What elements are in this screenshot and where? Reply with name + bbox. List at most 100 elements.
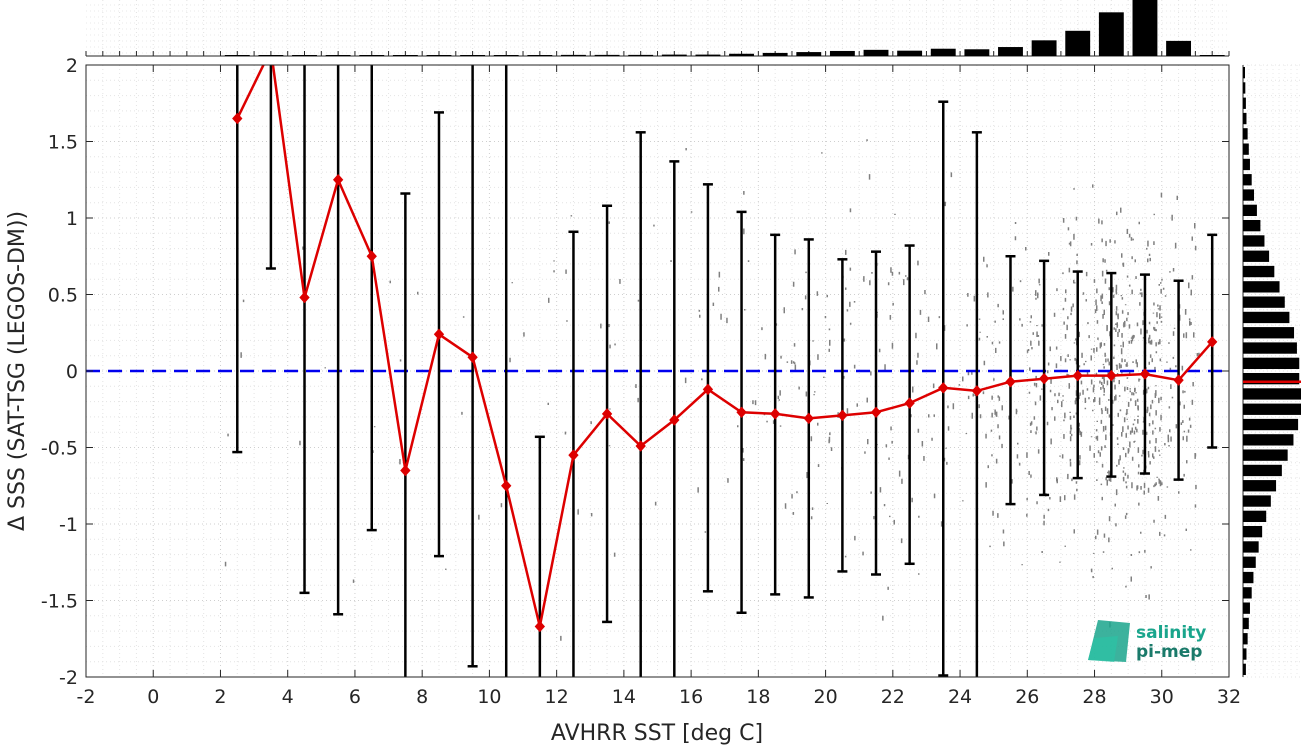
mean-marker (669, 414, 680, 426)
top-histogram-bar (1031, 40, 1057, 56)
mean-marker (938, 382, 949, 394)
top-histogram-bar (359, 55, 385, 56)
right-histogram-bar (1243, 97, 1246, 109)
right-histogram-bar (1243, 250, 1270, 262)
top-histogram-bar (661, 54, 687, 56)
mean-marker (1072, 369, 1083, 382)
mean-marker (837, 409, 848, 422)
right-histogram-bar (1243, 219, 1261, 232)
top-histogram-bar (964, 49, 990, 56)
top-histogram-bar (628, 54, 654, 56)
right-histogram-bar (1243, 633, 1248, 645)
x-axis-label: AVHRR SST [deg C] (551, 721, 763, 746)
top-histogram-bar (426, 55, 452, 56)
x-tick-label: 18 (746, 686, 770, 708)
x-tick-label: 10 (477, 686, 501, 708)
y-tick-label: -0.5 (41, 438, 78, 460)
top-histogram-bar (493, 55, 519, 56)
x-tick-label: -2 (77, 686, 96, 708)
top-histogram-bar (897, 50, 923, 56)
right-histogram-bar (1243, 602, 1250, 614)
top-histogram (85, 0, 1230, 57)
x-tick-label: 22 (881, 686, 905, 708)
top-histogram-bar (258, 55, 284, 56)
right-histogram-bar (1243, 648, 1247, 660)
mean-marker (501, 480, 512, 492)
right-histogram-bar (1243, 174, 1252, 186)
y-tick-label: -2 (59, 667, 78, 689)
right-histogram-bar (1243, 311, 1290, 324)
y-tick-label: 2 (66, 55, 78, 77)
x-tick-label: 14 (612, 686, 636, 708)
mean-marker (635, 440, 646, 452)
y-tick-label: 0 (66, 361, 78, 383)
top-histogram-bar (729, 53, 754, 56)
salinity-pimep-logo: salinity pi-mep (1088, 620, 1206, 662)
right-histogram-bar (1243, 82, 1246, 94)
mean-marker (1139, 368, 1151, 380)
mean-marker (1005, 375, 1016, 388)
right-histogram-bar (1243, 464, 1282, 477)
right-histogram-bar (1243, 556, 1256, 568)
right-histogram-bar (1243, 480, 1277, 492)
right-histogram-bar (1243, 510, 1267, 523)
x-tick-label: 4 (282, 686, 294, 708)
right-histogram-bar (1243, 388, 1301, 400)
y-axis-label: Δ SSS (SAT-TSG (LEGOS-DM)) (5, 211, 30, 531)
y-tick-label: -1.5 (41, 591, 78, 613)
mean-marker (1207, 336, 1218, 348)
mean-marker (568, 449, 579, 461)
right-histogram-bar (1243, 372, 1300, 385)
mean-marker (803, 412, 814, 425)
top-histogram-bar (1065, 30, 1091, 56)
mean-marker (870, 406, 882, 419)
right-histogram-bar (1243, 204, 1257, 217)
right-histogram-bar (1243, 587, 1252, 599)
top-histogram-bar (1166, 40, 1192, 56)
right-histogram-bar (1243, 112, 1247, 125)
x-tick-label: 32 (1217, 686, 1241, 708)
right-histogram-bar (1243, 434, 1294, 446)
mean-marker (366, 250, 377, 262)
mean-marker (601, 408, 613, 420)
right-histogram-bar (1243, 571, 1254, 584)
mean-line (232, 65, 1218, 633)
top-histogram-bar (325, 55, 351, 56)
x-tick-label: 12 (545, 686, 569, 708)
top-histogram-bar (762, 52, 788, 56)
y-tick-label: 1 (66, 208, 78, 230)
right-histogram-bar (1243, 265, 1275, 278)
top-histogram-bar (930, 48, 956, 56)
x-tick-label: 8 (416, 686, 428, 708)
mean-marker (1173, 374, 1184, 386)
right-histogram-bar (1243, 495, 1271, 507)
mean-marker (534, 620, 546, 633)
mean-marker (332, 174, 344, 186)
mean-marker (400, 464, 411, 477)
top-histogram-bar (224, 55, 250, 56)
x-tick-label: 16 (679, 686, 703, 708)
right-histogram-bar (1243, 663, 1246, 676)
top-histogram-bar (1132, 0, 1158, 56)
right-histogram-bar (1243, 357, 1300, 370)
y-tick-label: 0.5 (48, 285, 78, 307)
right-histogram-bar (1243, 342, 1297, 354)
right-histogram-bar (1243, 525, 1263, 538)
mean-marker (433, 328, 445, 341)
axis-ticks: -2 0 2 4 6 8 10 12 14 16 18 20 22 24 26 28 30 32-2-1.5-1-… (41, 55, 1241, 708)
logo-line2: pi-mep (1136, 642, 1202, 662)
mean-marker (971, 385, 983, 397)
right-histogram-bar (1243, 327, 1295, 339)
x-tick-label: 30 (1150, 686, 1174, 708)
mean-marker (1038, 372, 1050, 385)
top-histogram-bar (863, 49, 889, 56)
logo-mark-highlight (1088, 636, 1118, 662)
mean-marker (702, 383, 714, 396)
top-histogram-bar (392, 55, 418, 56)
mean-marker (232, 112, 243, 125)
top-histogram-bar (829, 50, 855, 56)
x-tick-label: 6 (349, 686, 361, 708)
plot-area: -2 0 2 4 6 8 10 12 14 16 18 20 22 24 26 28 30 32-2-1.5-1-… (41, 55, 1241, 708)
mean-marker (904, 397, 915, 409)
